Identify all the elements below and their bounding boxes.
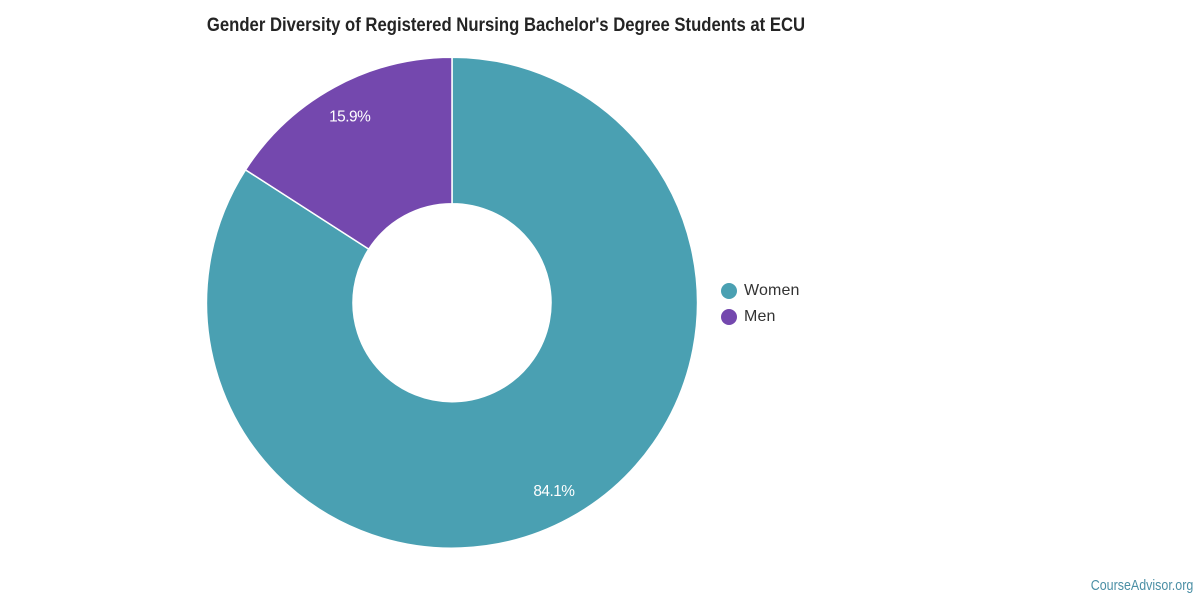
svg-text:84.1%: 84.1% bbox=[533, 483, 575, 500]
svg-text:15.9%: 15.9% bbox=[329, 109, 371, 126]
